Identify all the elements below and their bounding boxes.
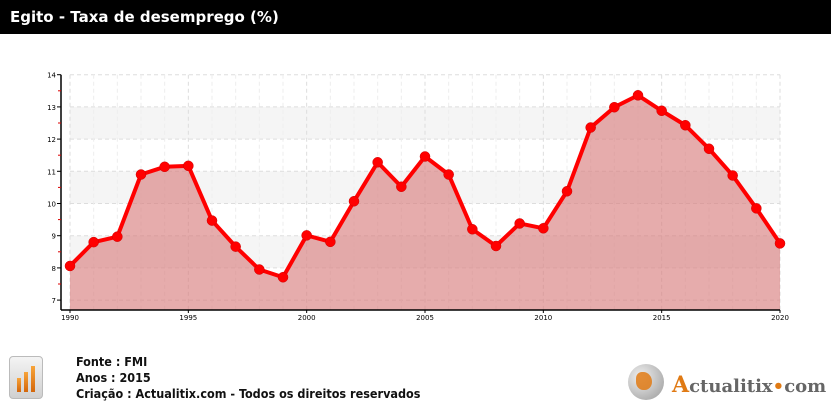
x-tick-label: 1990 <box>61 314 79 322</box>
logo-text: Actualitix•com <box>672 372 827 398</box>
years-text: Anos : 2015 <box>76 370 151 385</box>
data-point <box>254 264 265 275</box>
data-point <box>206 215 218 226</box>
x-tick-label: 2000 <box>298 314 316 322</box>
data-point <box>419 151 431 162</box>
y-tick-label: 14 <box>47 72 56 80</box>
data-point <box>703 143 715 155</box>
data-point <box>774 238 786 249</box>
data-point <box>183 160 194 172</box>
data-point <box>112 231 123 242</box>
data-point <box>135 169 147 180</box>
x-tick-label: 2015 <box>653 314 671 322</box>
data-point <box>159 161 170 173</box>
chart-title: Egito - Taxa de desemprego (%) <box>0 0 831 34</box>
data-point <box>561 186 573 197</box>
data-point <box>727 170 738 181</box>
data-point <box>585 122 596 133</box>
x-tick-label: 1995 <box>179 314 197 322</box>
credit-text: Criação : Actualitix.com - Todos os dire… <box>76 386 421 401</box>
bar-chart-icon <box>9 356 43 399</box>
data-point <box>88 236 99 248</box>
data-point <box>538 223 549 234</box>
y-tick-label: 9 <box>52 233 56 241</box>
actualitix-logo[interactable]: Actualitix•com <box>628 358 828 402</box>
y-tick-label: 11 <box>47 168 56 176</box>
source-text: Fonte : FMI <box>76 354 148 369</box>
footer: Fonte : FMI Anos : 2015 Criação : Actual… <box>0 350 831 412</box>
data-point <box>325 236 336 248</box>
data-point <box>348 195 360 207</box>
globe-icon <box>628 364 664 400</box>
unemployment-chart: 7 8 9 10 11 12 13 14 1990 1995 2000 2005 2010 2015 202… <box>47 72 789 322</box>
x-tick-label: 2005 <box>416 314 434 322</box>
series-area <box>70 95 780 310</box>
y-tick-label: 12 <box>47 136 56 144</box>
data-point <box>467 224 478 235</box>
y-tick-label: 8 <box>52 265 56 273</box>
data-point <box>64 260 76 272</box>
data-point <box>490 240 502 252</box>
data-point <box>751 203 762 214</box>
data-point <box>396 181 407 193</box>
data-point <box>609 101 620 113</box>
data-point <box>230 241 241 252</box>
data-point <box>443 169 454 180</box>
y-tick-label: 7 <box>52 297 56 305</box>
x-tick-label: 2010 <box>534 314 552 322</box>
y-tick-label: 13 <box>47 104 56 112</box>
y-tick-label: 10 <box>47 201 56 209</box>
data-point <box>632 90 644 101</box>
data-point <box>277 271 289 283</box>
data-point <box>514 218 525 229</box>
data-point <box>372 157 383 168</box>
data-point <box>301 230 312 241</box>
data-point <box>656 105 667 117</box>
x-tick-label: 2020 <box>771 314 789 322</box>
data-point <box>680 120 691 131</box>
